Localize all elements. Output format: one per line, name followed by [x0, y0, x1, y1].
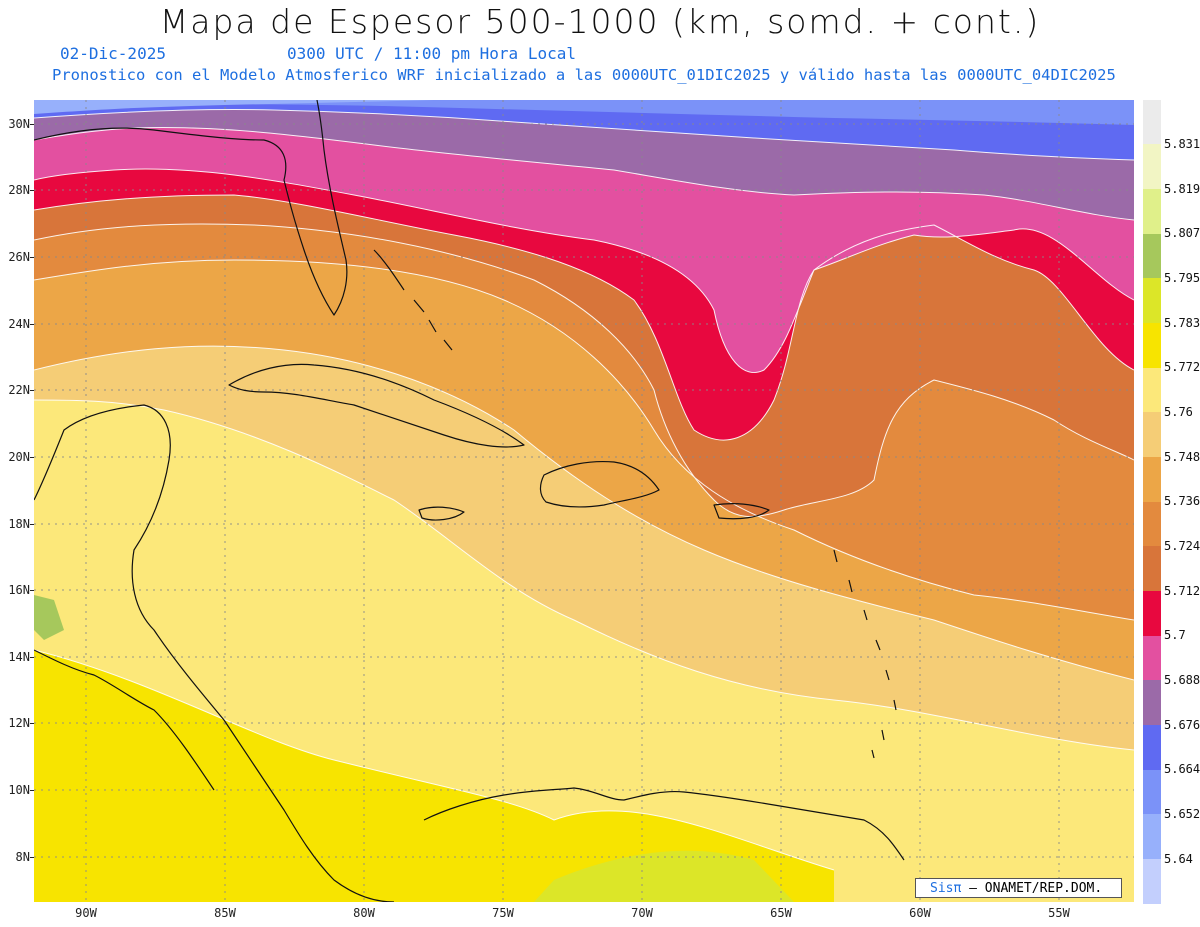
legend-swatch-17: [1143, 859, 1161, 904]
legend-swatch-14: [1143, 725, 1161, 770]
legend-label-6: 5.76: [1164, 405, 1193, 419]
lat-label-26n: 26N: [8, 250, 30, 264]
legend-label-13: 5.676: [1164, 718, 1200, 732]
legend-swatch-9: [1143, 502, 1161, 546]
legend-swatch-2: [1143, 189, 1161, 234]
legend-label-11: 5.7: [1164, 628, 1186, 642]
lat-tick-30: [30, 124, 34, 125]
color-legend: [1143, 100, 1161, 904]
credit-org: – ONAMET/REP.DOM.: [969, 881, 1103, 896]
lat-tick-12: [30, 723, 34, 724]
legend-swatch-4: [1143, 278, 1161, 323]
legend-label-14: 5.664: [1164, 762, 1200, 776]
legend-swatch-12: [1143, 636, 1161, 680]
lat-tick-20: [30, 457, 34, 458]
lat-label-24n: 24N: [8, 317, 30, 331]
lon-label-70w: 70W: [631, 906, 653, 920]
legend-swatch-11: [1143, 591, 1161, 636]
legend-swatch-10: [1143, 546, 1161, 591]
legend-label-9: 5.724: [1164, 539, 1200, 553]
legend-label-7: 5.748: [1164, 450, 1200, 464]
lat-tick-24: [30, 324, 34, 325]
legend-swatch-3: [1143, 234, 1161, 278]
legend-label-5: 5.772: [1164, 360, 1200, 374]
legend-swatch-16: [1143, 814, 1161, 859]
legend-label-12: 5.688: [1164, 673, 1200, 687]
lon-label-65w: 65W: [770, 906, 792, 920]
lat-label-22n: 22N: [8, 383, 30, 397]
legend-label-2: 5.807: [1164, 226, 1200, 240]
legend-label-3: 5.795: [1164, 271, 1200, 285]
legend-swatch-6: [1143, 368, 1161, 412]
legend-swatch-8: [1143, 457, 1161, 502]
lat-tick-14: [30, 657, 34, 658]
credit-brand: Sisπ: [930, 881, 962, 896]
legend-swatch-13: [1143, 680, 1161, 725]
lat-tick-10: [30, 790, 34, 791]
legend-label-0: 5.831: [1164, 137, 1200, 151]
lat-label-28n: 28N: [8, 183, 30, 197]
lat-tick-16: [30, 590, 34, 591]
forecast-time: 0300 UTC / 11:00 pm Hora Local: [287, 44, 576, 63]
lat-label-14n: 14N: [8, 650, 30, 664]
forecast-date: 02-Dic-2025: [60, 44, 166, 63]
lat-label-30n: 30N: [8, 117, 30, 131]
legend-label-15: 5.652: [1164, 807, 1200, 821]
legend-label-4: 5.783: [1164, 316, 1200, 330]
legend-label-16: 5.64: [1164, 852, 1193, 866]
lat-tick-18: [30, 524, 34, 525]
legend-label-10: 5.712: [1164, 584, 1200, 598]
lat-label-10n: 10N: [8, 783, 30, 797]
forecast-description: Pronostico con el Modelo Atmosferico WRF…: [52, 66, 1116, 84]
lon-label-75w: 75W: [492, 906, 514, 920]
lat-tick-26: [30, 257, 34, 258]
lat-tick-22: [30, 390, 34, 391]
lon-label-60w: 60W: [909, 906, 931, 920]
lon-label-55w: 55W: [1048, 906, 1070, 920]
lon-label-80w: 80W: [353, 906, 375, 920]
legend-swatch-15: [1143, 770, 1161, 814]
legend-label-8: 5.736: [1164, 494, 1200, 508]
lat-label-12n: 12N: [8, 716, 30, 730]
legend-swatch-5: [1143, 323, 1161, 368]
lon-label-90w: 90W: [75, 906, 97, 920]
lat-tick-28: [30, 190, 34, 191]
legend-swatch-0: [1143, 100, 1161, 144]
legend-swatch-1: [1143, 144, 1161, 189]
thickness-map: [34, 100, 1134, 902]
lat-label-18n: 18N: [8, 517, 30, 531]
lat-label-16n: 16N: [8, 583, 30, 597]
legend-label-1: 5.819: [1164, 182, 1200, 196]
legend-swatch-7: [1143, 412, 1161, 457]
lon-label-85w: 85W: [214, 906, 236, 920]
lat-tick-8: [30, 857, 34, 858]
credit-box: Sisπ – ONAMET/REP.DOM.: [915, 878, 1122, 898]
lat-label-20n: 20N: [8, 450, 30, 464]
map-title: Mapa de Espesor 500-1000 (km, somd. + co…: [159, 2, 1041, 41]
lat-label-8n: 8N: [15, 850, 30, 864]
